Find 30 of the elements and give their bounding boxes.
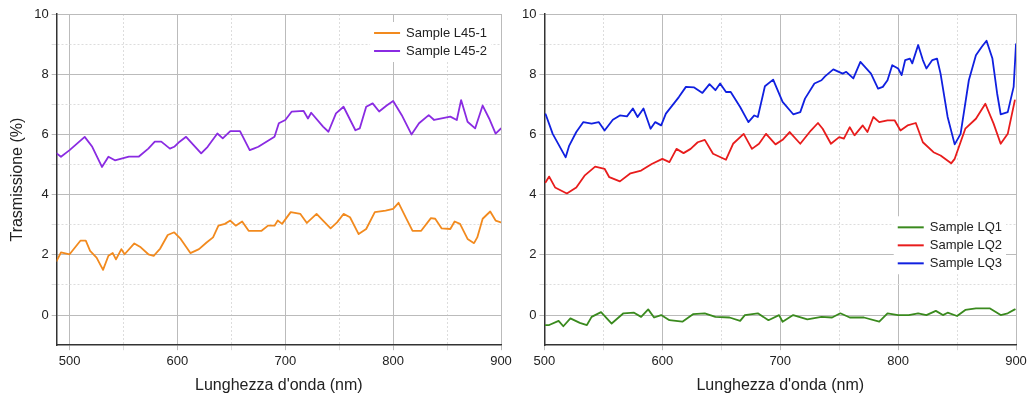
x-tick-label: 800 bbox=[382, 352, 404, 368]
y-axis-title: Trasmissione (%) bbox=[8, 117, 26, 242]
y-tick-label: 2 bbox=[41, 246, 49, 262]
x-axis-title: Lunghezza d'onda (nm) bbox=[696, 375, 865, 393]
x-tick-label: 600 bbox=[651, 352, 674, 368]
y-tick-label: 8 bbox=[529, 65, 537, 81]
y-tick-label: 4 bbox=[41, 186, 49, 202]
y-tick-label: 0 bbox=[41, 306, 49, 322]
y-tick-label: 6 bbox=[41, 126, 49, 142]
x-tick-label: 900 bbox=[490, 352, 512, 368]
y-tick-label: 4 bbox=[529, 186, 537, 202]
legend-label: Sample L45-2 bbox=[406, 42, 488, 58]
x-tick-label: 800 bbox=[887, 352, 909, 368]
legend-label: Sample L45-1 bbox=[406, 24, 488, 40]
x-tick-label: 500 bbox=[533, 352, 556, 368]
y-tick-label: 0 bbox=[529, 306, 537, 322]
legend-label: Sample LQ1 bbox=[929, 218, 1002, 234]
x-tick-label: 700 bbox=[274, 352, 297, 368]
y-tick-label: 2 bbox=[529, 246, 537, 262]
y-tick-label: 10 bbox=[34, 5, 49, 21]
x-tick-label: 500 bbox=[58, 352, 81, 368]
x-tick-label: 700 bbox=[769, 352, 792, 368]
y-tick-label: 8 bbox=[41, 65, 49, 81]
y-tick-label: 6 bbox=[529, 126, 537, 142]
legend-label: Sample LQ3 bbox=[929, 254, 1002, 270]
x-tick-label: 600 bbox=[166, 352, 189, 368]
x-axis-title: Lunghezza d'onda (nm) bbox=[195, 375, 363, 393]
x-tick-label: 900 bbox=[1005, 352, 1027, 368]
y-tick-label: 10 bbox=[521, 5, 537, 21]
legend-label: Sample LQ2 bbox=[929, 236, 1002, 252]
